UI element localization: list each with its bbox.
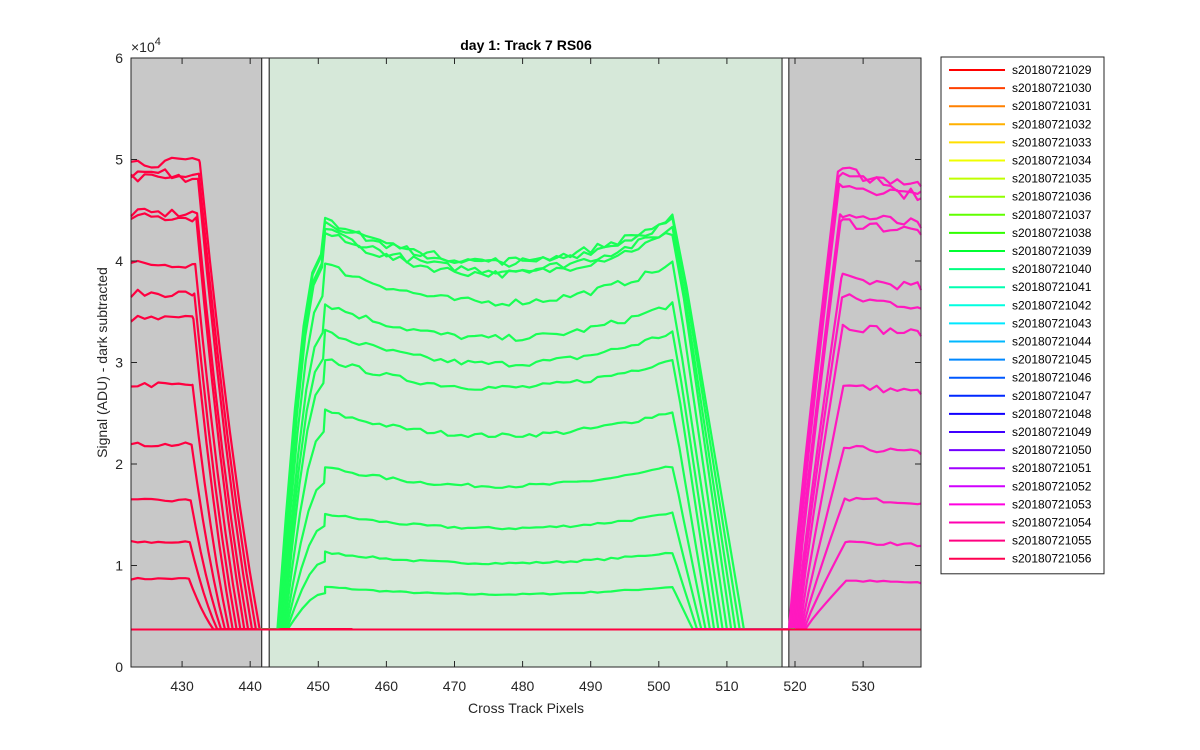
y-axis-label: Signal (ADU) - dark subtracted bbox=[94, 267, 110, 458]
legend-label: s20180721032 bbox=[1012, 117, 1092, 131]
legend-label: s20180721033 bbox=[1012, 135, 1092, 149]
legend-label: s20180721035 bbox=[1012, 172, 1092, 186]
y-exponent-label: ×104 bbox=[131, 36, 161, 55]
y-tick-label: 6 bbox=[115, 50, 123, 66]
left-gray-region bbox=[130, 57, 263, 668]
y-tick-label: 3 bbox=[115, 355, 123, 371]
legend-label: s20180721043 bbox=[1012, 316, 1092, 330]
x-tick-label: 470 bbox=[443, 678, 467, 694]
signal-line-middle-10 bbox=[257, 231, 795, 631]
left-boundary-box bbox=[261, 57, 270, 668]
y-tick-label: 5 bbox=[115, 152, 123, 168]
signal-line-right-13 bbox=[692, 166, 922, 631]
legend-label: s20180721038 bbox=[1012, 226, 1092, 240]
legend-label: s20180721034 bbox=[1012, 154, 1092, 168]
y-tick-label: 2 bbox=[115, 456, 123, 472]
signal-line-middle-4 bbox=[257, 465, 795, 631]
right-boundary-box bbox=[781, 57, 790, 668]
legend-label: s20180721052 bbox=[1012, 479, 1092, 493]
signal-line-right-7 bbox=[692, 293, 922, 631]
legend-label: s20180721036 bbox=[1012, 190, 1092, 204]
signal-line-right-3 bbox=[692, 496, 922, 631]
signal-line-middle-9 bbox=[257, 260, 795, 631]
legend-label: s20180721044 bbox=[1012, 335, 1092, 349]
legend-label: s20180721039 bbox=[1012, 244, 1092, 258]
signal-line-middle-6 bbox=[257, 358, 795, 631]
signal-line-right-6 bbox=[692, 323, 922, 631]
signal-line-right-5 bbox=[692, 384, 922, 631]
signal-line-right-11 bbox=[692, 182, 922, 631]
legend-label: s20180721041 bbox=[1012, 280, 1092, 294]
signal-line-middle-7 bbox=[257, 328, 795, 631]
legend-label: s20180721049 bbox=[1012, 425, 1092, 439]
x-tick-label: 480 bbox=[511, 678, 535, 694]
legend-label: s20180721029 bbox=[1012, 63, 1092, 77]
y-tick-label: 1 bbox=[115, 558, 123, 574]
y-tick-label: 4 bbox=[115, 253, 123, 269]
legend-label: s20180721030 bbox=[1012, 81, 1092, 95]
legend-label: s20180721042 bbox=[1012, 298, 1092, 312]
x-tick-label: 500 bbox=[647, 678, 671, 694]
legend-label: s20180721051 bbox=[1012, 461, 1092, 475]
signal-line-right-9 bbox=[692, 218, 922, 631]
signal-line-middle-2 bbox=[257, 550, 795, 631]
legend-label: s20180721056 bbox=[1012, 552, 1092, 566]
y-exponent-base: ×10 bbox=[131, 39, 155, 55]
x-tick-label: 440 bbox=[239, 678, 263, 694]
legend-label: s20180721046 bbox=[1012, 371, 1092, 385]
legend-label: s20180721054 bbox=[1012, 516, 1092, 530]
signal-line-right-12 bbox=[692, 171, 922, 631]
x-tick-label: 430 bbox=[170, 678, 194, 694]
signal-line-middle-12 bbox=[257, 216, 795, 631]
x-tick-label: 490 bbox=[579, 678, 603, 694]
legend: s20180721029 s20180721030 s20180721031 s201… bbox=[940, 56, 1105, 575]
signal-line-right-8 bbox=[692, 272, 923, 631]
signal-line-middle-13 bbox=[257, 213, 795, 631]
legend-label: s20180721037 bbox=[1012, 208, 1092, 222]
legend-label: s20180721045 bbox=[1012, 353, 1092, 367]
signal-line-right-4 bbox=[692, 444, 922, 631]
y-axis: 0 1 2 3 4 5 6 bbox=[115, 50, 921, 675]
right-gray-region bbox=[788, 57, 922, 668]
signal-line-right-2 bbox=[692, 540, 922, 631]
signal-line-middle-3 bbox=[257, 511, 795, 631]
legend-label: s20180721047 bbox=[1012, 389, 1092, 403]
legend-label: s20180721048 bbox=[1012, 407, 1092, 421]
x-tick-label: 450 bbox=[307, 678, 331, 694]
chart-title: day 1: Track 7 RS06 bbox=[460, 37, 592, 53]
signal-line-middle-8 bbox=[257, 301, 795, 631]
signal-line-right-1 bbox=[692, 579, 922, 631]
legend-label: s20180721055 bbox=[1012, 534, 1092, 548]
x-axis-label: Cross Track Pixels bbox=[468, 700, 584, 716]
signal-line-right-10 bbox=[692, 213, 922, 631]
x-tick-label: 530 bbox=[851, 678, 875, 694]
x-tick-label: 520 bbox=[783, 678, 807, 694]
signal-line-middle-11 bbox=[257, 225, 795, 631]
x-tick-label: 460 bbox=[375, 678, 399, 694]
legend-label: s20180721053 bbox=[1012, 497, 1092, 511]
x-tick-label: 510 bbox=[715, 678, 739, 694]
signal-lines bbox=[130, 156, 923, 631]
signal-line-middle-5 bbox=[257, 408, 795, 631]
legend-label: s20180721050 bbox=[1012, 443, 1092, 457]
y-exponent-power: 4 bbox=[155, 36, 161, 48]
x-axis: 430 440 450 460 470 480 490 500 510 520 530 bbox=[170, 58, 875, 694]
signal-line-middle-1 bbox=[257, 585, 795, 631]
y-tick-label: 0 bbox=[115, 659, 123, 675]
legend-label: s20180721040 bbox=[1012, 262, 1092, 276]
legend-label: s20180721031 bbox=[1012, 99, 1092, 113]
